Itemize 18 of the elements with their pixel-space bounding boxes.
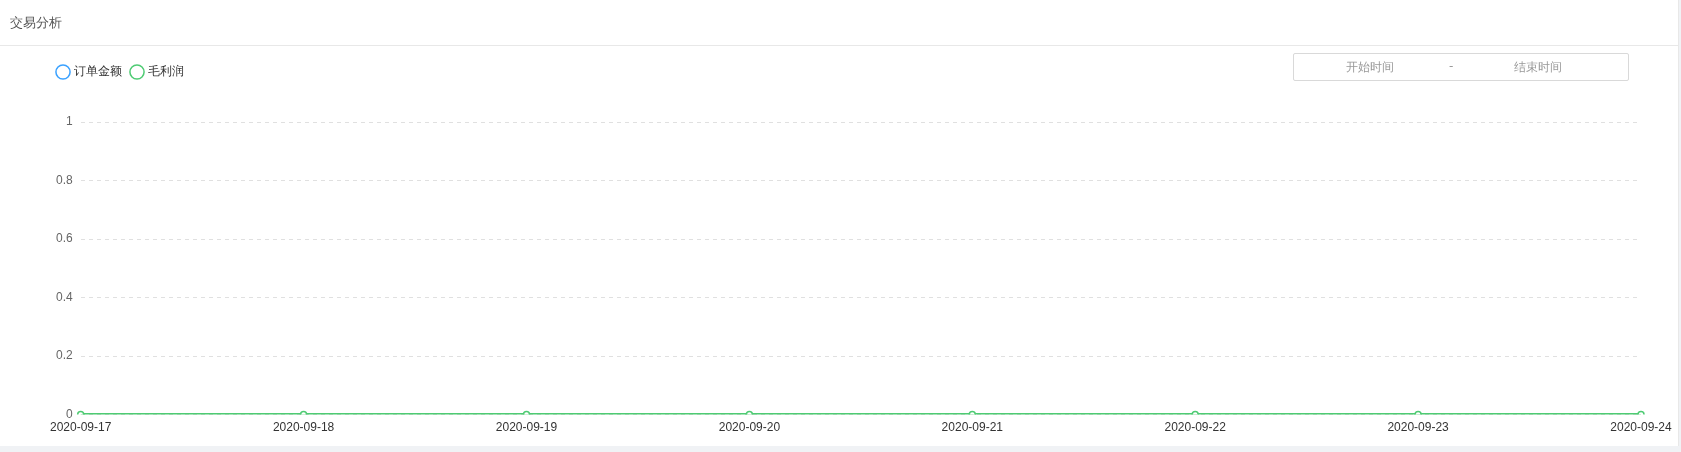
- date-range-field: 开始时间 - 结束时间: [1293, 53, 1629, 81]
- y-tick-label: 0.8: [55, 172, 73, 187]
- x-tick-label: 2020-09-24: [1610, 420, 1673, 435]
- y-tick-label: 0.2: [55, 348, 73, 363]
- x-tick-label: 2020-09-22: [1164, 420, 1227, 435]
- chart-title: 交易分析: [10, 14, 62, 32]
- legend-label: 毛利润: [148, 64, 184, 79]
- x-tick-label: 2020-09-18: [272, 420, 335, 435]
- x-tick-label: 2020-09-23: [1387, 420, 1450, 435]
- y-tick-label: 0.4: [55, 289, 73, 304]
- legend-label: 订单金额: [74, 64, 122, 79]
- x-tick-label: 2020-09-19: [495, 420, 558, 435]
- x-tick-label: 2020-09-20: [718, 420, 781, 435]
- x-tick-label: 2020-09-21: [941, 420, 1004, 435]
- y-tick-label: 0: [65, 406, 73, 421]
- x-tick-label: 2020-09-17: [49, 420, 112, 435]
- y-tick-label: 1: [65, 114, 73, 129]
- y-tick-label: 0.6: [55, 231, 73, 246]
